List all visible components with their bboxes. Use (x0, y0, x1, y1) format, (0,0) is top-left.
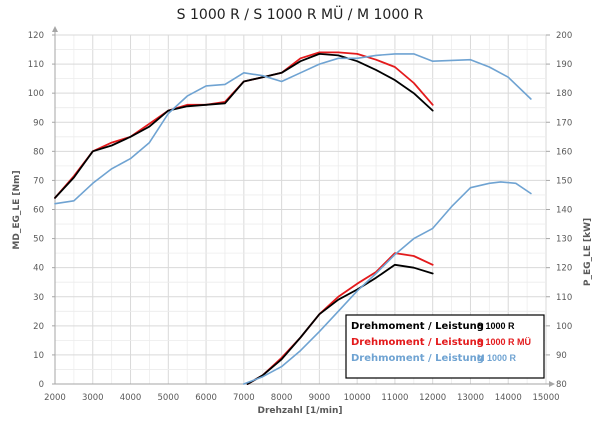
x-tick-label: 15000 (532, 393, 559, 403)
legend-item-model: M 1000 R (477, 353, 517, 363)
y-left-tick-label: 20 (33, 322, 44, 332)
tick-labels: 2000 3000 4000 5000 6000 7000 8000 9000 10000 110… (28, 31, 572, 403)
legend-item-label: Drehmoment / Leistung (351, 353, 484, 364)
y-right-tick-label: 180 (556, 89, 572, 99)
x-tick-label: 3000 (82, 393, 104, 403)
legend-item-label: Drehmoment / Leistung (351, 321, 484, 332)
y-left-tick-label: 70 (33, 176, 44, 186)
y-left-tick-label: 110 (28, 60, 44, 70)
y-right-tick-label: 110 (556, 293, 572, 303)
y-axis-arrow-icon (52, 26, 58, 32)
y-right-tick-label: 120 (556, 264, 572, 274)
y-left-tick-label: 0 (39, 380, 44, 390)
y-right-tick-label: 90 (556, 351, 567, 361)
x-tick-label: 11000 (381, 393, 408, 403)
legend-box (345, 314, 545, 379)
y-right-tick-label: 200 (556, 31, 572, 41)
series-lines (54, 51, 532, 385)
x-tick-label: 10000 (344, 393, 371, 403)
x-tick-label: 5000 (157, 393, 179, 403)
x-tick-label: 8000 (271, 393, 293, 403)
y-right-tick-label: 150 (556, 176, 572, 186)
legend-item-model: S 1000 R MÜ (477, 337, 531, 347)
series-line-s-1000-r-leistung (246, 263, 434, 385)
y-left-tick-label: 30 (33, 293, 44, 303)
x-tick-label: 4000 (120, 393, 142, 403)
y-right-tick-label: 130 (556, 235, 572, 245)
legend-item-label: Drehmoment / Leistung (351, 337, 484, 348)
chart-title: S 1000 R / S 1000 R MÜ / M 1000 R (177, 5, 424, 23)
y-left-tick-label: 40 (33, 264, 44, 274)
x-tick-label: 2000 (44, 393, 66, 403)
series-line-s-1000-r-drehmoment (54, 53, 434, 199)
y-left-tick-label: 90 (33, 118, 44, 128)
y-right-tick-label: 80 (556, 380, 567, 390)
x-tick-label: 13000 (457, 393, 484, 403)
y-left-tick-label: 50 (33, 235, 44, 245)
series-line-m-1000-r-drehmoment (54, 53, 532, 205)
x-tick-label: 6000 (195, 393, 217, 403)
y-axis-left-label: MD_EG_LE [Nm] (12, 170, 22, 249)
y-left-tick-label: 80 (33, 147, 44, 157)
x-tick-label: 7000 (233, 393, 255, 403)
legend-item-model: S 1000 R (477, 321, 515, 331)
y-right-tick-label: 140 (556, 206, 572, 216)
series-line-m-1000-r-leistung (243, 181, 532, 385)
y-left-tick-label: 60 (33, 206, 44, 216)
y-right-tick-label: 190 (556, 60, 572, 70)
y-axis-right-label: P_EG_LE [kW] (583, 218, 593, 286)
x-tick-label: 9000 (309, 393, 331, 403)
y-right-tick-label: 170 (556, 118, 572, 128)
y-right-tick-label: 100 (556, 322, 572, 332)
axes (52, 26, 555, 387)
y-right-tick-label: 160 (556, 147, 572, 157)
x-tick-label: 14000 (495, 393, 522, 403)
y-left-tick-label: 10 (33, 351, 44, 361)
x-axis-arrow-icon (549, 381, 555, 387)
y-left-tick-label: 120 (28, 31, 44, 41)
y-left-tick-label: 100 (28, 89, 44, 99)
x-axis-label: Drehzahl [1/min] (257, 406, 342, 416)
x-tick-label: 12000 (419, 393, 446, 403)
